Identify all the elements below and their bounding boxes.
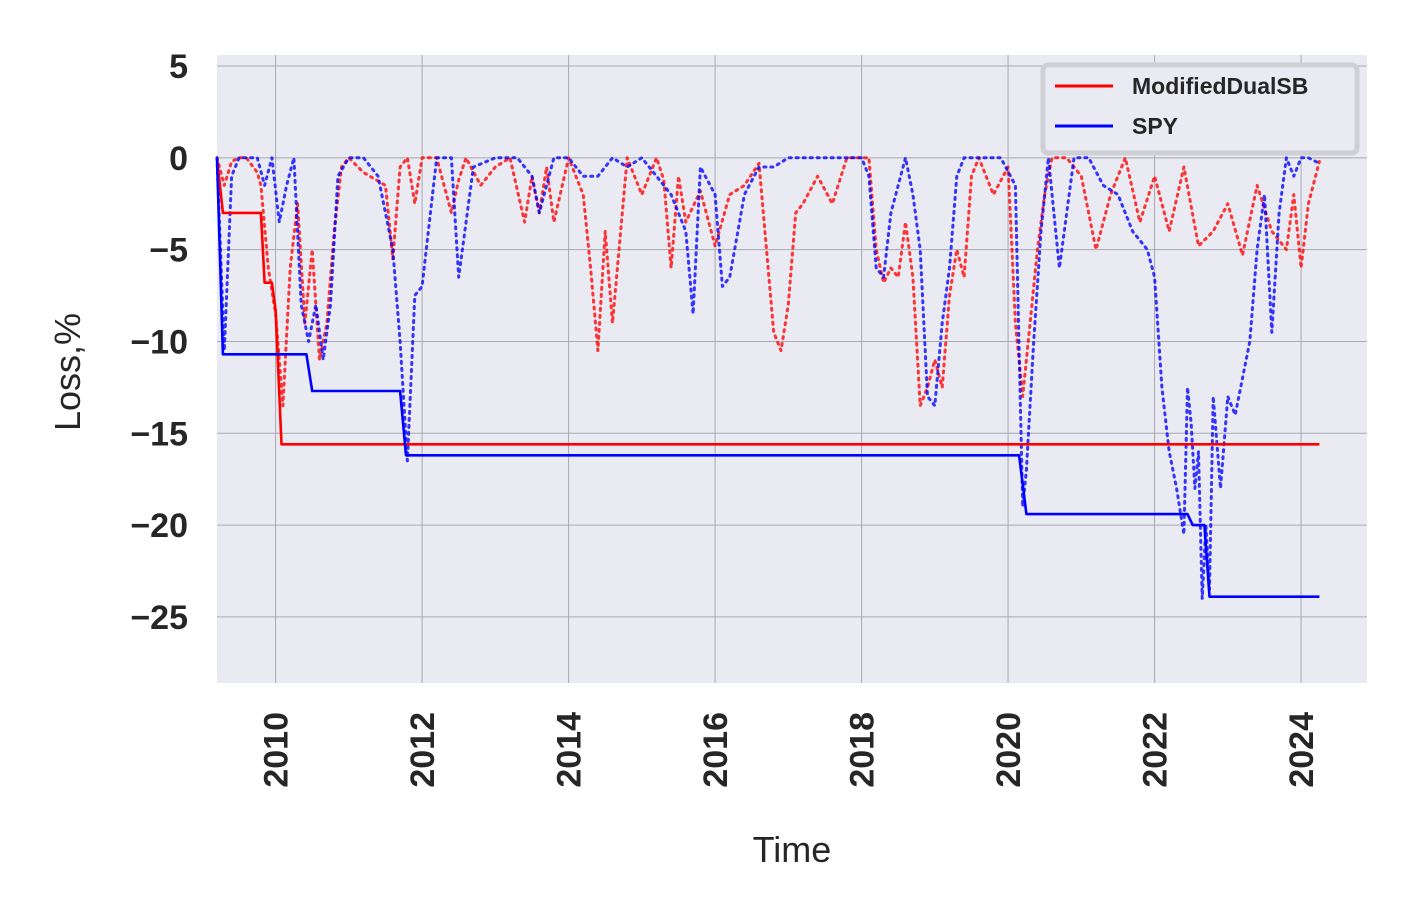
x-tick-label: 2016 <box>697 712 735 788</box>
y-tick-label: −20 <box>130 507 188 545</box>
series-line-spy-solid <box>215 157 1320 599</box>
y-tick-label: −5 <box>149 232 188 270</box>
x-tick-label: 2020 <box>990 712 1028 788</box>
y-tick-label: −15 <box>130 415 188 453</box>
x-tick-label: 2018 <box>844 712 882 788</box>
legend-label-modifieddualsb: ModifiedDualSB <box>1132 73 1308 99</box>
series-group <box>215 156 1321 600</box>
y-tick-label: 5 <box>169 48 188 86</box>
x-tick-label: 2014 <box>551 712 589 788</box>
x-tick-label: 2010 <box>258 712 296 788</box>
y-tick-label: −10 <box>130 323 188 361</box>
x-tick-label: 2022 <box>1137 712 1175 788</box>
legend: ModifiedDualSB SPY <box>1040 62 1360 156</box>
x-tick-label: 2024 <box>1283 712 1321 788</box>
x-axis-label: Time <box>753 829 832 870</box>
legend-label-spy: SPY <box>1132 113 1178 139</box>
x-tick-label: 2012 <box>404 712 442 788</box>
y-tick-label: −25 <box>130 599 188 637</box>
series-line-spy-dotted <box>215 156 1321 600</box>
legend-box <box>1040 62 1360 156</box>
x-axis-ticks: 2010 2012 2014 2016 2018 2020 2022 2024 <box>258 712 1321 788</box>
y-axis-label: Loss,% <box>47 313 88 431</box>
y-tick-label: 0 <box>169 140 188 178</box>
y-axis-ticks: 5 0 −5 −10 −15 −20 −25 <box>130 48 188 637</box>
series-line-modifieddualsb-solid <box>215 157 1320 446</box>
